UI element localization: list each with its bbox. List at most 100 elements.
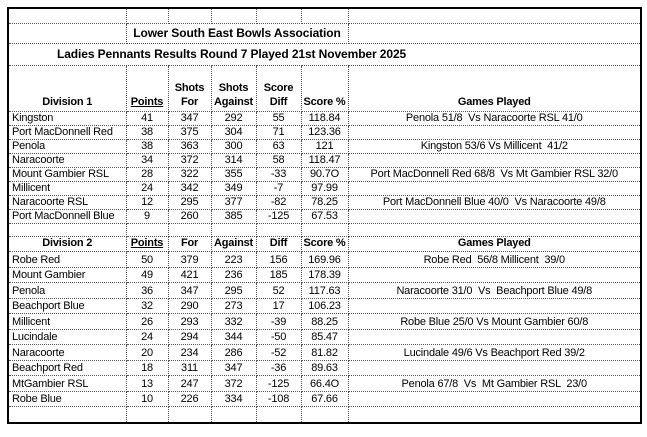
division1-score-pct-header: Score % xyxy=(301,65,349,112)
shots-against-cell: 377 xyxy=(211,195,257,210)
points-cell: 10 xyxy=(126,391,169,408)
score-pct-cell: 66.4O xyxy=(301,375,349,392)
games-played-cell: Port MacDonnell Red 68/8 Vs Mt Gambier R… xyxy=(348,167,642,182)
table-row: Naracoorte 34 372 314 58 118.47 xyxy=(8,153,642,168)
games-played-cell xyxy=(348,329,642,346)
diff-cell: 185 xyxy=(256,267,302,284)
shots-for-cell: 363 xyxy=(168,139,212,154)
division2-games-played-header: Games Played xyxy=(348,236,642,253)
team-cell: Naracoorte RSL xyxy=(8,195,127,210)
points-cell: 32 xyxy=(126,298,169,315)
team-cell: Robe Red xyxy=(8,251,127,268)
diff-cell: -108 xyxy=(256,391,302,408)
association-title-row: Lower South East Bowls Association xyxy=(8,23,642,44)
shots-for-cell: 234 xyxy=(168,344,212,361)
shots-against-cell: 385 xyxy=(211,209,257,224)
score-pct-cell: 178.39 xyxy=(301,267,349,284)
points-cell: 41 xyxy=(126,111,169,126)
table-row: Penola 36 347 295 52 117.63 Naracoorte 31/0 Vs… xyxy=(8,282,642,299)
score-pct-cell: 118.84 xyxy=(301,111,349,126)
team-cell: Beachport Red xyxy=(8,360,127,377)
score-pct-cell: 78.25 xyxy=(301,195,349,210)
points-cell: 12 xyxy=(126,195,169,210)
diff-cell: 17 xyxy=(256,298,302,315)
table-row: Lucindale 24 294 344 -50 85.47 xyxy=(8,329,642,346)
team-cell: MtGambier RSL xyxy=(8,375,127,392)
score-pct-cell: 90.7O xyxy=(301,167,349,182)
table-row: Naracoorte RSL 12 295 377 -82 78.25 Port MacDo… xyxy=(8,195,642,210)
score-pct-cell: 67.53 xyxy=(301,209,349,224)
shots-against-cell: 300 xyxy=(211,139,257,154)
points-cell: 34 xyxy=(126,153,169,168)
points-cell: 20 xyxy=(126,344,169,361)
table-row: Beachport Blue 32 290 273 17 106.23 xyxy=(8,298,642,315)
points-cell: 24 xyxy=(126,181,169,196)
shots-against-cell: 304 xyxy=(211,125,257,140)
diff-cell: -33 xyxy=(256,167,302,182)
diff-cell: 55 xyxy=(256,111,302,126)
points-cell: 26 xyxy=(126,313,169,330)
shots-against-cell: 349 xyxy=(211,181,257,196)
diff-cell: -36 xyxy=(256,360,302,377)
diff-cell: -125 xyxy=(256,375,302,392)
points-cell: 50 xyxy=(126,251,169,268)
games-played-cell xyxy=(348,209,642,224)
score-pct-cell: 169.96 xyxy=(301,251,349,268)
table-row: Mount Gambier RSL 28 322 355 -33 90.7O Port Ma… xyxy=(8,167,642,182)
table-row: Beachport Red 18 311 347 -36 89.63 xyxy=(8,360,642,377)
team-cell: Naracoorte xyxy=(8,344,127,361)
division1-shots-against-header: Shots Against xyxy=(211,65,257,112)
shots-for-cell: 295 xyxy=(168,195,212,210)
division1-points-header: Points xyxy=(126,65,169,112)
shots-for-cell: 347 xyxy=(168,111,212,126)
points-cell: 24 xyxy=(126,329,169,346)
shots-against-cell: 344 xyxy=(211,329,257,346)
points-cell: 38 xyxy=(126,139,169,154)
diff-cell: 58 xyxy=(256,153,302,168)
shots-against-cell: 292 xyxy=(211,111,257,126)
shots-against-cell: 286 xyxy=(211,344,257,361)
diff-cell: -82 xyxy=(256,195,302,210)
shots-against-cell: 347 xyxy=(211,360,257,377)
division2-rows: Robe Red 50 379 223 156 169.96 Robe Red 56/8 M… xyxy=(8,251,642,408)
games-played-cell xyxy=(348,153,642,168)
division1-label: Division 1 xyxy=(8,65,127,112)
team-cell: Lucindale xyxy=(8,329,127,346)
division1-header-row: Division 1 Points Shots For Shots Agains… xyxy=(8,65,642,112)
division2-points-header: Points xyxy=(126,236,169,253)
diff-cell: 71 xyxy=(256,125,302,140)
shots-against-cell: 355 xyxy=(211,167,257,182)
results-subtitle: Ladies Pennants Results Round 7 Played 2… xyxy=(8,43,642,66)
table-row: Robe Blue 10 226 334 -108 67.66 xyxy=(8,391,642,408)
team-cell: Port MacDonnell Red xyxy=(8,125,127,140)
diff-cell: 156 xyxy=(256,251,302,268)
diff-cell: -50 xyxy=(256,329,302,346)
diff-cell: -52 xyxy=(256,344,302,361)
shots-against-cell: 332 xyxy=(211,313,257,330)
games-played-cell: Penola 67/8 Vs Mt Gambier RSL 23/0 xyxy=(348,375,642,392)
games-played-cell: Port MacDonnell Blue 40/0 Vs Naracoorte … xyxy=(348,195,642,210)
shots-for-cell: 311 xyxy=(168,360,212,377)
points-cell: 28 xyxy=(126,167,169,182)
points-cell: 13 xyxy=(126,375,169,392)
score-pct-cell: 123.36 xyxy=(301,125,349,140)
games-played-cell: Kingston 53/6 Vs Millicent 41/2 xyxy=(348,139,642,154)
division2-for-header: For xyxy=(168,236,212,253)
score-pct-cell: 85.47 xyxy=(301,329,349,346)
games-played-cell xyxy=(348,181,642,196)
team-cell: Beachport Blue xyxy=(8,298,127,315)
score-pct-cell: 67.66 xyxy=(301,391,349,408)
shots-against-cell: 372 xyxy=(211,375,257,392)
table-row: Robe Red 50 379 223 156 169.96 Robe Red 56/8 M… xyxy=(8,251,642,268)
games-played-cell: Naracoorte 31/0 Vs Beachport Blue 49/8 xyxy=(348,282,642,299)
diff-cell: 52 xyxy=(256,282,302,299)
division1-games-played-header: Games Played xyxy=(348,65,642,112)
table-row: Millicent 26 293 332 -39 88.25 Robe Blue 25/0 … xyxy=(8,313,642,330)
team-cell: Millicent xyxy=(8,181,127,196)
points-cell: 9 xyxy=(126,209,169,224)
shots-for-cell: 260 xyxy=(168,209,212,224)
table-row: MtGambier RSL 13 247 372 -125 66.4O Penola 67/… xyxy=(8,375,642,392)
shots-for-cell: 421 xyxy=(168,267,212,284)
team-cell: Mount Gambier RSL xyxy=(8,167,127,182)
games-played-cell xyxy=(348,298,642,315)
